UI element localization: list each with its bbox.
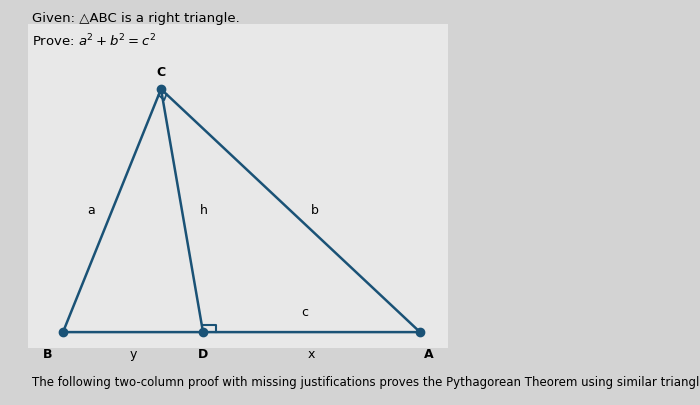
Text: Given: △ABC is a right triangle.: Given: △ABC is a right triangle. [32,12,239,25]
Text: D: D [198,348,208,361]
Text: B: B [43,348,52,361]
Text: c: c [301,306,308,319]
Bar [28,24,448,348]
Text: C: C [156,66,166,79]
Text: A: A [424,348,433,361]
Text: h: h [199,204,207,217]
Text: The following two-column proof with missing justifications proves the Pythagorea: The following two-column proof with miss… [32,376,700,389]
Text: Prove: $a^2 + b^2 = c^2$: Prove: $a^2 + b^2 = c^2$ [32,32,155,49]
Text: x: x [308,348,315,361]
Text: a: a [87,204,95,217]
Text: b: b [311,204,319,217]
Text: y: y [130,348,136,361]
